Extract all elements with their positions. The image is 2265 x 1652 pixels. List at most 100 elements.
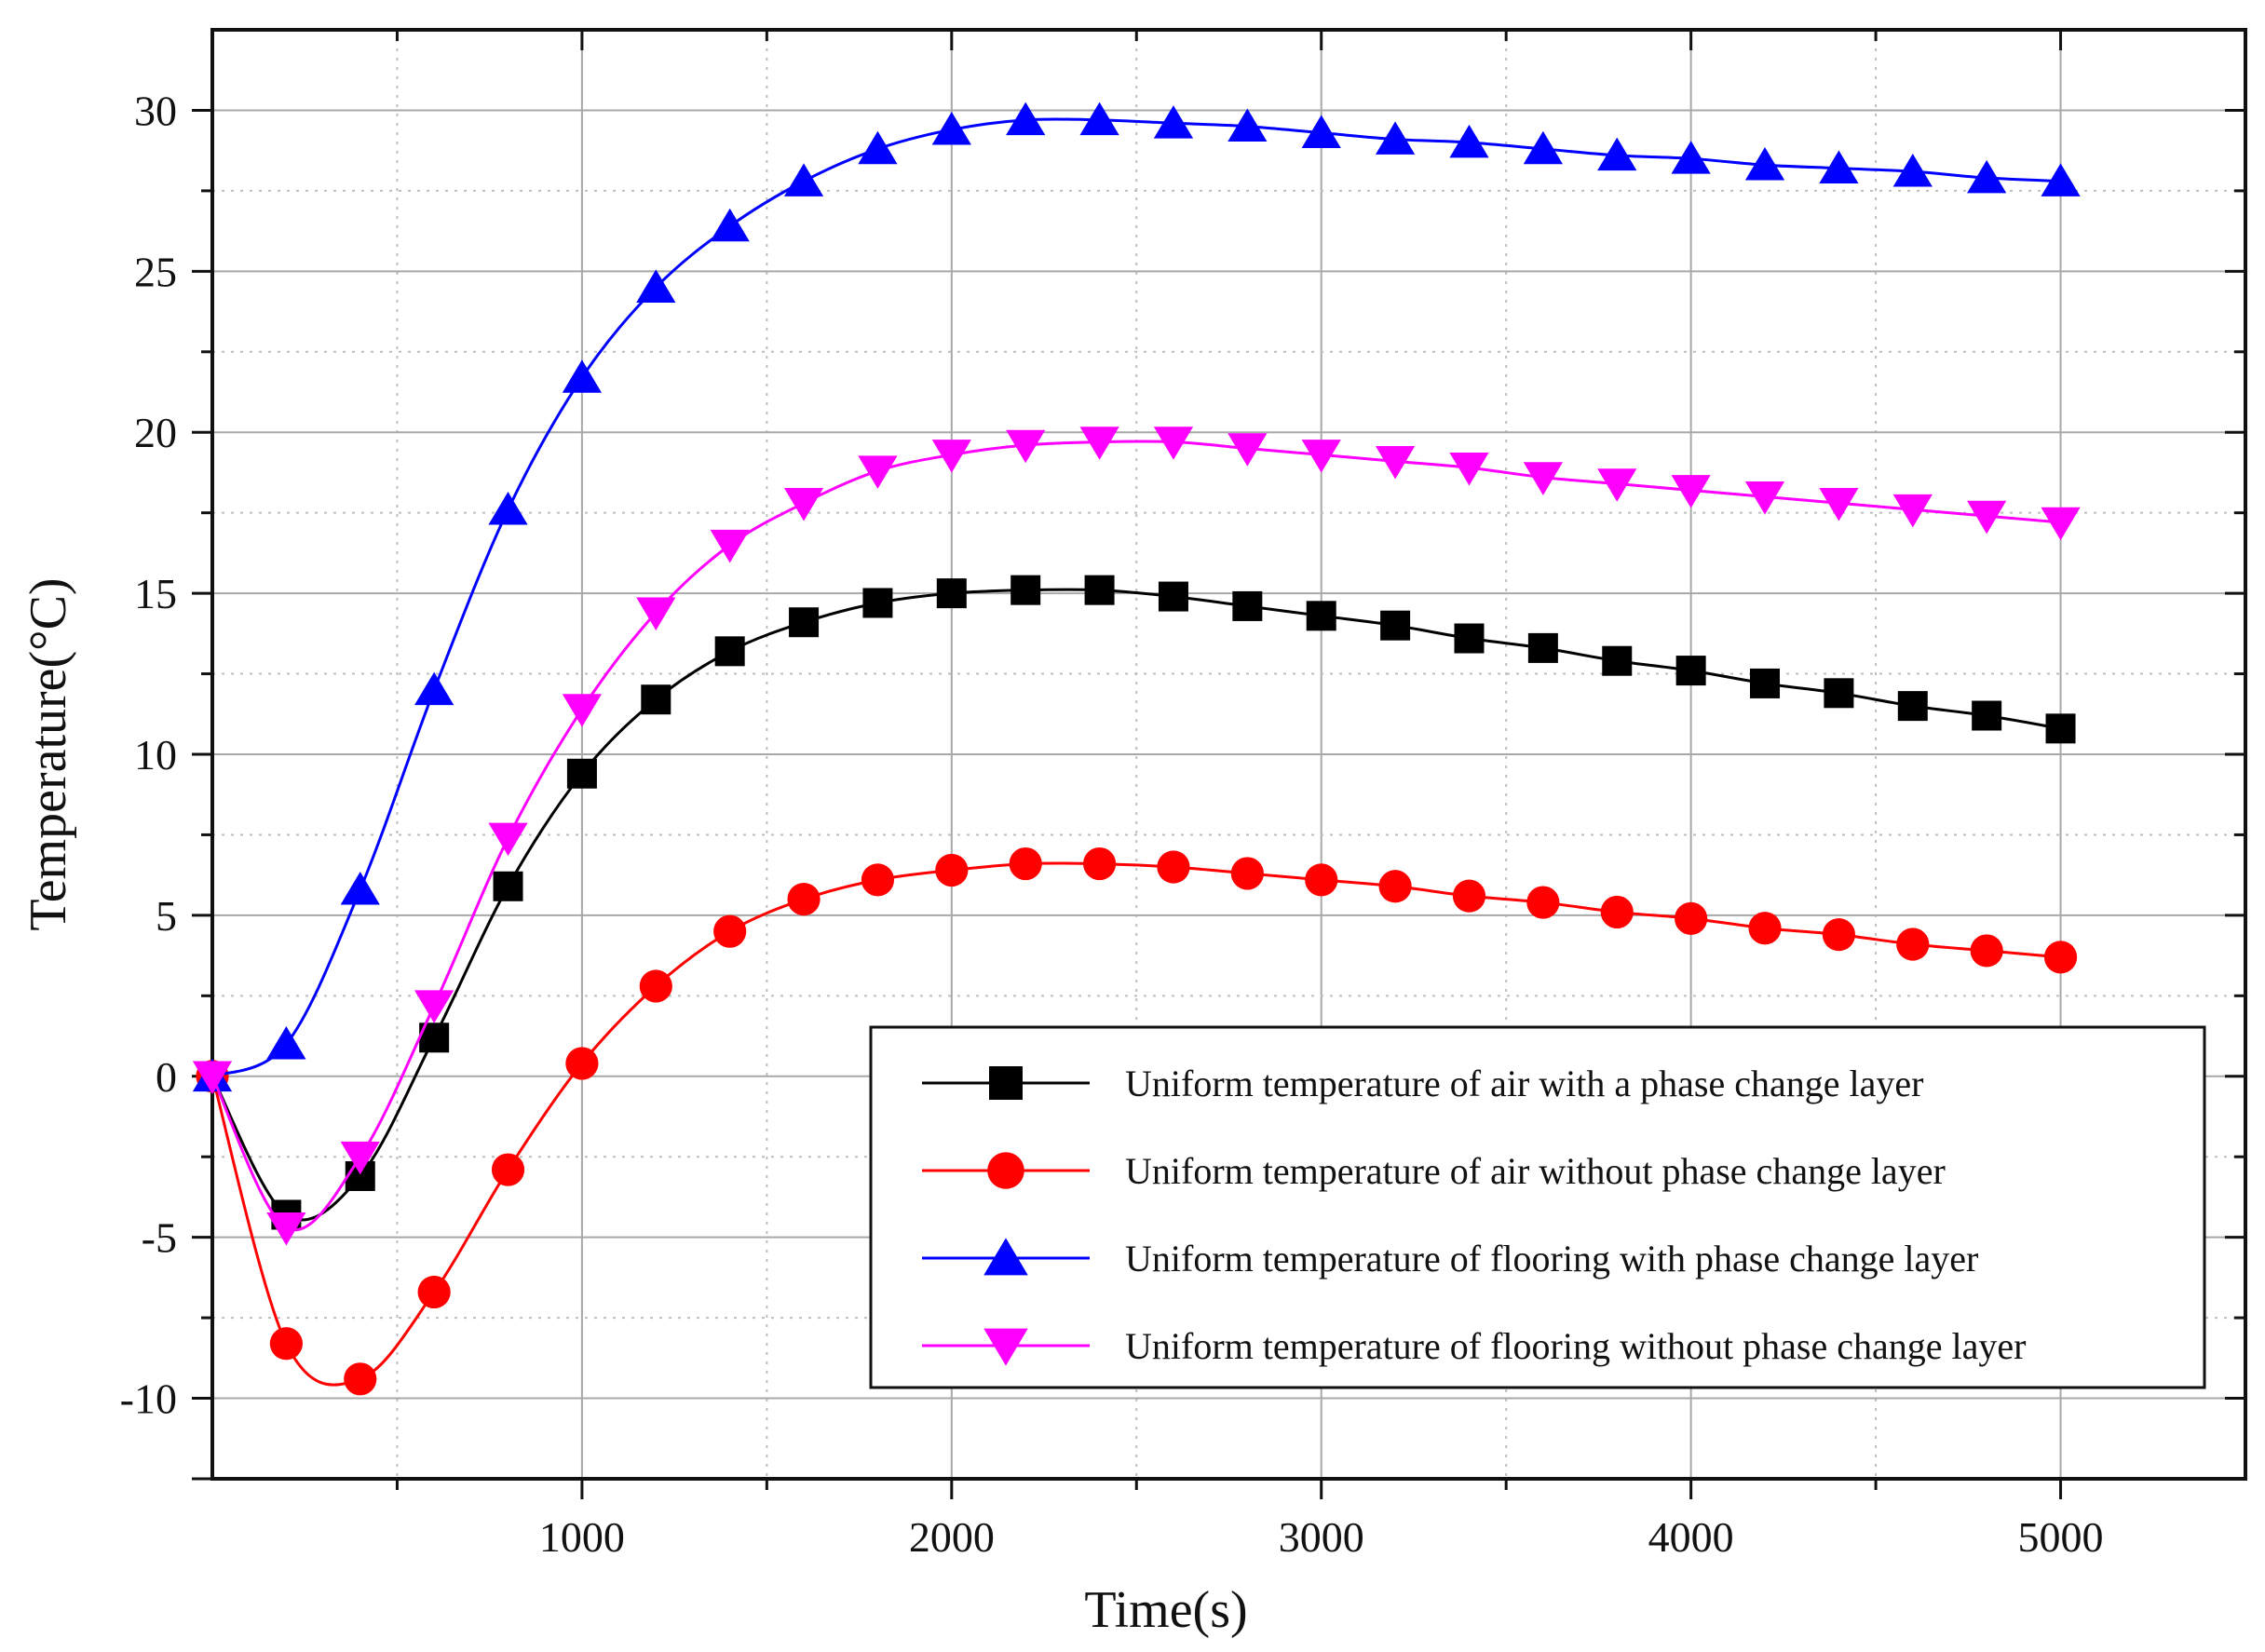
y-tick-label: 20 <box>134 409 177 456</box>
data-point <box>1378 870 1412 903</box>
data-point <box>1153 427 1194 460</box>
data-point <box>1892 494 1933 528</box>
plot-frame <box>210 28 2247 1481</box>
legend-label: Uniform temperature of air with a phase … <box>1125 1063 1923 1104</box>
data-point <box>1449 452 1489 486</box>
data-point <box>344 1362 377 1396</box>
legend-marker <box>987 1152 1024 1189</box>
data-point <box>1675 901 1708 935</box>
data-point <box>414 671 454 706</box>
data-point <box>2045 713 2076 744</box>
data-point <box>641 684 671 715</box>
data-point <box>1157 850 1190 884</box>
axis-ticks <box>192 30 2245 1499</box>
data-point <box>858 455 898 489</box>
y-tick-label: -10 <box>120 1375 177 1423</box>
data-point <box>1824 678 1854 709</box>
data-point <box>936 578 967 609</box>
data-point <box>1449 124 1489 158</box>
data-point <box>1972 700 2002 731</box>
data-point <box>636 597 676 631</box>
data-point <box>491 1153 525 1186</box>
data-point <box>1671 475 1711 508</box>
data-point <box>1006 102 1046 136</box>
data-point <box>1744 481 1785 515</box>
data-point <box>714 636 745 667</box>
legend-entry: Uniform temperature of air with a phase … <box>922 1063 1923 1104</box>
data-point <box>1750 668 1781 698</box>
data-point <box>266 1212 306 1246</box>
data-point <box>1602 645 1633 676</box>
data-point <box>1527 632 1558 663</box>
data-point <box>1153 105 1194 139</box>
data-point <box>1306 601 1336 631</box>
x-tick-label: 5000 <box>2018 1513 2104 1561</box>
y-tick-label: -5 <box>142 1214 177 1262</box>
x-tick-label: 3000 <box>1279 1513 1364 1561</box>
data-point <box>192 1061 233 1094</box>
data-point <box>266 1026 306 1060</box>
y-tick-label: 10 <box>134 731 177 779</box>
legend-label: Uniform temperature of air without phase… <box>1125 1150 1946 1192</box>
legend-label: Uniform temperature of flooring with pha… <box>1125 1238 1978 1280</box>
data-point <box>1675 656 1706 686</box>
data-point <box>1009 846 1042 881</box>
y-tick-label: 15 <box>134 570 177 617</box>
data-point <box>1010 575 1041 605</box>
data-point <box>1375 446 1416 480</box>
y-tick-label: 25 <box>134 248 177 295</box>
data-point <box>1819 487 1859 521</box>
x-tick-label: 4000 <box>1648 1513 1734 1561</box>
data-point <box>340 872 380 905</box>
series-line <box>210 861 2061 1387</box>
data-point <box>710 208 750 242</box>
data-point <box>783 163 824 196</box>
data-point <box>1301 440 1341 473</box>
data-point <box>1897 691 1928 722</box>
tick-labels: 1000 2000 3000 4000 5000 -10 -5 0 5 10 15 20 25 30 <box>120 87 2104 1561</box>
data-point <box>1671 141 1711 174</box>
legend-marker <box>983 1238 1028 1276</box>
y-tick-label: 0 <box>156 1053 177 1101</box>
data-point <box>639 969 672 1003</box>
data-point <box>1082 846 1117 881</box>
data-point <box>1523 130 1563 165</box>
series-4 <box>192 427 2081 1246</box>
data-point <box>636 269 676 303</box>
data-point <box>1227 433 1268 467</box>
data-point <box>340 1141 380 1175</box>
data-point <box>1597 468 1637 502</box>
data-point <box>931 111 971 145</box>
y-tick-label: 5 <box>156 892 177 940</box>
data-point <box>1006 429 1046 464</box>
series-layer <box>192 102 2081 1396</box>
data-point <box>861 863 895 897</box>
data-point <box>1600 895 1634 929</box>
data-point <box>1892 153 1933 187</box>
data-point <box>1079 102 1119 136</box>
data-point <box>1744 147 1785 181</box>
data-point <box>2041 163 2081 196</box>
x-tick-label: 2000 <box>909 1513 995 1561</box>
data-point <box>1375 121 1416 155</box>
data-point <box>414 990 454 1023</box>
data-point <box>562 359 603 393</box>
legend-entry: Uniform temperature of flooring without … <box>922 1325 2026 1367</box>
data-point <box>1597 137 1637 171</box>
data-point <box>1227 108 1268 142</box>
data-point <box>789 607 820 638</box>
data-point <box>1526 886 1560 919</box>
data-point <box>1452 879 1486 913</box>
x-axis-title: Time(s) <box>1084 1581 1247 1639</box>
data-point <box>1230 857 1264 890</box>
data-point <box>935 853 969 887</box>
data-point <box>565 1047 599 1080</box>
legend-box <box>869 1025 2206 1389</box>
data-point <box>488 822 528 857</box>
legend: Uniform temperature of air with a phase … <box>869 1025 2206 1389</box>
data-point <box>1967 159 2007 194</box>
data-point <box>787 883 821 916</box>
data-point <box>1819 150 1859 184</box>
